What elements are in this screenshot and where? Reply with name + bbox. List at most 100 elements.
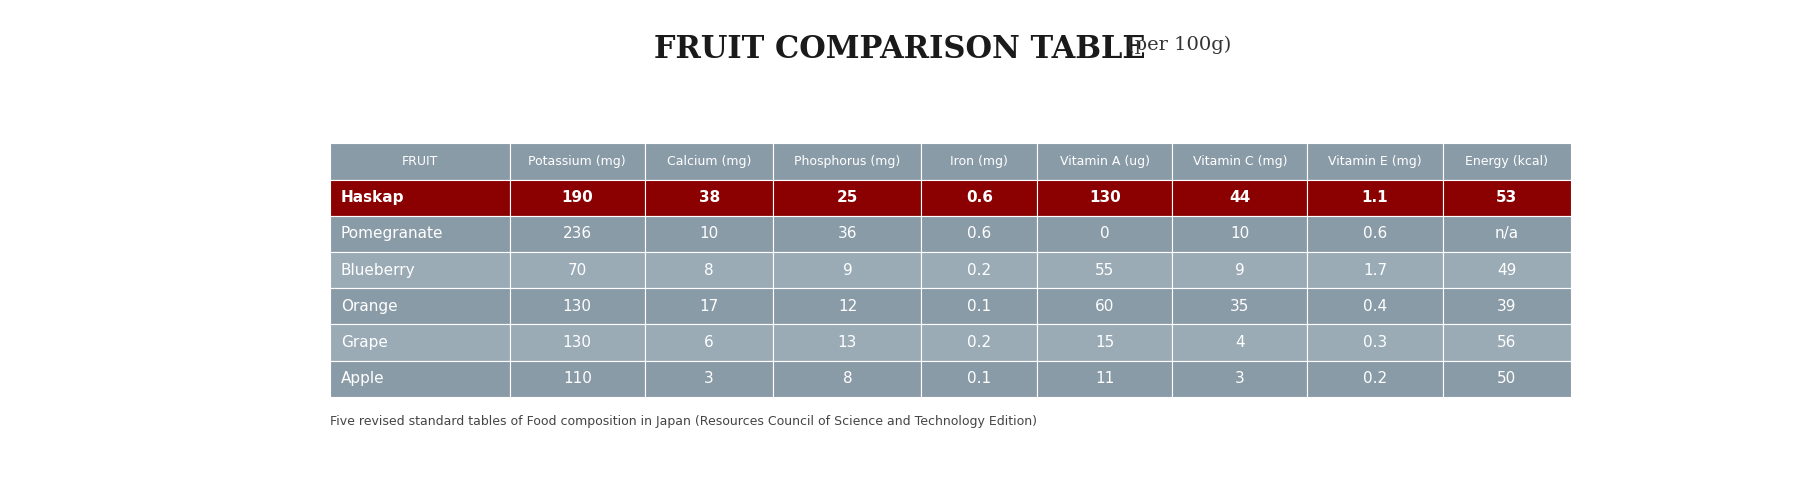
Text: 36: 36 bbox=[837, 227, 857, 241]
Text: 10: 10 bbox=[700, 227, 718, 241]
Text: 8: 8 bbox=[704, 263, 715, 277]
FancyBboxPatch shape bbox=[922, 216, 1037, 252]
FancyBboxPatch shape bbox=[644, 180, 774, 216]
Text: 50: 50 bbox=[1498, 372, 1516, 386]
Text: 3: 3 bbox=[1235, 372, 1246, 386]
Text: 110: 110 bbox=[563, 372, 592, 386]
FancyBboxPatch shape bbox=[774, 180, 922, 216]
FancyBboxPatch shape bbox=[509, 360, 644, 397]
FancyBboxPatch shape bbox=[1442, 324, 1571, 360]
FancyBboxPatch shape bbox=[1037, 360, 1172, 397]
FancyBboxPatch shape bbox=[329, 216, 509, 252]
Text: Vitamin C (mg): Vitamin C (mg) bbox=[1193, 155, 1287, 168]
FancyBboxPatch shape bbox=[922, 143, 1037, 180]
Text: 11: 11 bbox=[1094, 372, 1114, 386]
FancyBboxPatch shape bbox=[329, 180, 509, 216]
FancyBboxPatch shape bbox=[1442, 180, 1571, 216]
Text: 0.1: 0.1 bbox=[967, 372, 992, 386]
Text: 9: 9 bbox=[1235, 263, 1246, 277]
Text: 0.6: 0.6 bbox=[1363, 227, 1388, 241]
FancyBboxPatch shape bbox=[644, 324, 774, 360]
Text: 0.6: 0.6 bbox=[967, 190, 994, 205]
Text: 25: 25 bbox=[837, 190, 859, 205]
FancyBboxPatch shape bbox=[329, 360, 509, 397]
Text: Calcium (mg): Calcium (mg) bbox=[668, 155, 751, 168]
Text: 0.2: 0.2 bbox=[1363, 372, 1388, 386]
Text: 0.3: 0.3 bbox=[1363, 335, 1388, 350]
FancyBboxPatch shape bbox=[644, 288, 774, 324]
Text: Vitamin E (mg): Vitamin E (mg) bbox=[1328, 155, 1422, 168]
FancyBboxPatch shape bbox=[1307, 324, 1442, 360]
Text: 15: 15 bbox=[1094, 335, 1114, 350]
FancyBboxPatch shape bbox=[509, 288, 644, 324]
FancyBboxPatch shape bbox=[1172, 288, 1307, 324]
FancyBboxPatch shape bbox=[922, 180, 1037, 216]
Text: 130: 130 bbox=[1089, 190, 1121, 205]
FancyBboxPatch shape bbox=[509, 216, 644, 252]
FancyBboxPatch shape bbox=[1172, 324, 1307, 360]
Text: 9: 9 bbox=[842, 263, 853, 277]
Text: Blueberry: Blueberry bbox=[340, 263, 416, 277]
Text: Orange: Orange bbox=[340, 299, 398, 314]
FancyBboxPatch shape bbox=[1442, 216, 1571, 252]
Text: 0.4: 0.4 bbox=[1363, 299, 1388, 314]
Text: 1.1: 1.1 bbox=[1361, 190, 1388, 205]
Text: 70: 70 bbox=[567, 263, 587, 277]
Text: 4: 4 bbox=[1235, 335, 1244, 350]
Text: Apple: Apple bbox=[340, 372, 385, 386]
FancyBboxPatch shape bbox=[1037, 324, 1172, 360]
FancyBboxPatch shape bbox=[644, 143, 774, 180]
FancyBboxPatch shape bbox=[1307, 252, 1442, 288]
FancyBboxPatch shape bbox=[1307, 288, 1442, 324]
FancyBboxPatch shape bbox=[329, 252, 509, 288]
Text: 0.1: 0.1 bbox=[967, 299, 992, 314]
Text: 17: 17 bbox=[700, 299, 718, 314]
Text: 55: 55 bbox=[1094, 263, 1114, 277]
FancyBboxPatch shape bbox=[509, 252, 644, 288]
FancyBboxPatch shape bbox=[1037, 180, 1172, 216]
FancyBboxPatch shape bbox=[1307, 180, 1442, 216]
Text: 12: 12 bbox=[837, 299, 857, 314]
FancyBboxPatch shape bbox=[1442, 143, 1571, 180]
Text: 35: 35 bbox=[1229, 299, 1249, 314]
Text: Energy (kcal): Energy (kcal) bbox=[1465, 155, 1548, 168]
FancyBboxPatch shape bbox=[1037, 143, 1172, 180]
FancyBboxPatch shape bbox=[1037, 288, 1172, 324]
Text: Five revised standard tables of Food composition in Japan (Resources Council of : Five revised standard tables of Food com… bbox=[329, 415, 1037, 428]
Text: (per 100g): (per 100g) bbox=[1127, 36, 1231, 54]
FancyBboxPatch shape bbox=[774, 143, 922, 180]
Text: 38: 38 bbox=[698, 190, 720, 205]
FancyBboxPatch shape bbox=[1442, 252, 1571, 288]
FancyBboxPatch shape bbox=[644, 360, 774, 397]
FancyBboxPatch shape bbox=[329, 143, 509, 180]
Text: FRUIT: FRUIT bbox=[401, 155, 437, 168]
Text: 0.2: 0.2 bbox=[967, 335, 992, 350]
FancyBboxPatch shape bbox=[1307, 143, 1442, 180]
Text: FRUIT COMPARISON TABLE: FRUIT COMPARISON TABLE bbox=[653, 34, 1147, 65]
Text: 44: 44 bbox=[1229, 190, 1251, 205]
FancyBboxPatch shape bbox=[329, 324, 509, 360]
FancyBboxPatch shape bbox=[1307, 360, 1442, 397]
FancyBboxPatch shape bbox=[509, 143, 644, 180]
Text: 39: 39 bbox=[1498, 299, 1517, 314]
Text: 13: 13 bbox=[837, 335, 857, 350]
Text: Grape: Grape bbox=[340, 335, 387, 350]
Text: 10: 10 bbox=[1229, 227, 1249, 241]
FancyBboxPatch shape bbox=[922, 252, 1037, 288]
FancyBboxPatch shape bbox=[1037, 216, 1172, 252]
FancyBboxPatch shape bbox=[774, 252, 922, 288]
Text: 0.6: 0.6 bbox=[967, 227, 992, 241]
FancyBboxPatch shape bbox=[774, 216, 922, 252]
FancyBboxPatch shape bbox=[922, 360, 1037, 397]
Text: 53: 53 bbox=[1496, 190, 1517, 205]
FancyBboxPatch shape bbox=[1172, 143, 1307, 180]
Text: 56: 56 bbox=[1498, 335, 1517, 350]
FancyBboxPatch shape bbox=[1172, 180, 1307, 216]
FancyBboxPatch shape bbox=[1307, 216, 1442, 252]
FancyBboxPatch shape bbox=[774, 324, 922, 360]
Text: Haskap: Haskap bbox=[340, 190, 405, 205]
FancyBboxPatch shape bbox=[774, 360, 922, 397]
FancyBboxPatch shape bbox=[329, 288, 509, 324]
Text: 8: 8 bbox=[842, 372, 851, 386]
Text: 130: 130 bbox=[563, 335, 592, 350]
